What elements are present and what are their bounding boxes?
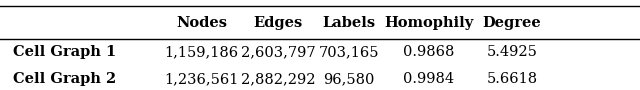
Text: Cell Graph 2: Cell Graph 2 [13, 72, 116, 86]
Text: 5.6618: 5.6618 [486, 72, 538, 86]
Text: 2,603,797: 2,603,797 [241, 45, 316, 59]
Text: Degree: Degree [483, 16, 541, 30]
Text: 1,159,186: 1,159,186 [164, 45, 239, 59]
Text: Edges: Edges [254, 16, 303, 30]
Text: 703,165: 703,165 [319, 45, 379, 59]
Text: 5.4925: 5.4925 [486, 45, 538, 59]
Text: Nodes: Nodes [176, 16, 227, 30]
Text: 1,236,561: 1,236,561 [164, 72, 239, 86]
Text: 0.9984: 0.9984 [403, 72, 454, 86]
Text: Homophily: Homophily [384, 16, 474, 30]
Text: Cell Graph 1: Cell Graph 1 [13, 45, 116, 59]
Text: 0.9868: 0.9868 [403, 45, 454, 59]
Text: Labels: Labels [322, 16, 376, 30]
Text: 2,882,292: 2,882,292 [241, 72, 316, 86]
Text: 96,580: 96,580 [323, 72, 374, 86]
